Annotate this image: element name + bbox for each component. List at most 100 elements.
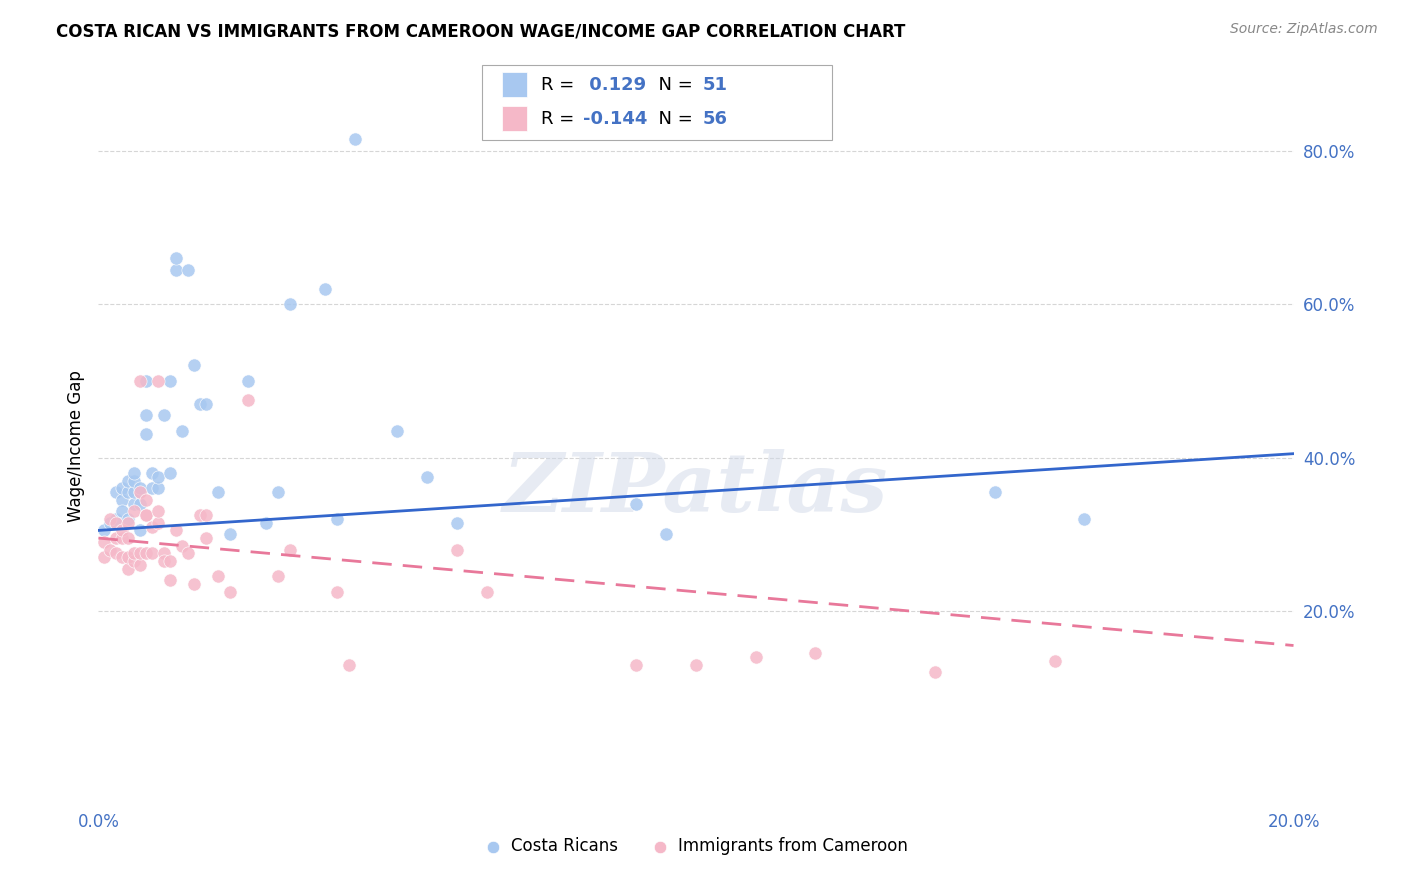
Point	[685, 657, 707, 672]
Point	[446, 542, 468, 557]
Text: R =: R =	[541, 110, 581, 128]
Point	[153, 409, 176, 423]
Point	[385, 424, 409, 438]
Point	[129, 374, 152, 388]
Point	[117, 562, 139, 576]
Point	[159, 374, 181, 388]
Point	[129, 485, 152, 500]
Point	[339, 657, 361, 672]
Point	[111, 531, 134, 545]
Point	[172, 539, 194, 553]
Point	[1043, 654, 1066, 668]
Point	[111, 504, 134, 518]
Point	[165, 524, 187, 538]
Text: N =: N =	[647, 76, 699, 94]
Text: N =: N =	[647, 110, 699, 128]
Point	[135, 409, 157, 423]
Point	[195, 531, 218, 545]
Point	[117, 485, 139, 500]
Point	[267, 485, 290, 500]
Point	[124, 504, 146, 518]
Point	[141, 466, 163, 480]
Point	[148, 516, 170, 530]
Point	[135, 546, 157, 560]
Point	[1073, 512, 1095, 526]
Point	[117, 531, 139, 545]
Point	[153, 554, 176, 568]
Point	[93, 535, 115, 549]
Point	[177, 262, 200, 277]
Point	[135, 508, 157, 522]
Point	[188, 508, 211, 522]
Legend: Costa Ricans, Immigrants from Cameroon: Costa Ricans, Immigrants from Cameroon	[484, 837, 908, 855]
Point	[267, 569, 290, 583]
Point	[254, 516, 277, 530]
Point	[124, 497, 146, 511]
Point	[207, 569, 229, 583]
Text: 56: 56	[703, 110, 728, 128]
Point	[135, 492, 157, 507]
Point	[416, 469, 439, 483]
Point	[93, 524, 115, 538]
Point	[148, 481, 170, 495]
Point	[124, 474, 146, 488]
Point	[745, 650, 768, 665]
Point	[655, 527, 678, 541]
Point	[159, 466, 181, 480]
Point	[924, 665, 946, 680]
Point	[236, 392, 259, 407]
Text: 0.129: 0.129	[583, 76, 647, 94]
Point	[105, 546, 128, 560]
Point	[105, 531, 128, 545]
Text: -0.144: -0.144	[583, 110, 648, 128]
Point	[141, 481, 163, 495]
Point	[207, 485, 229, 500]
Point	[626, 657, 648, 672]
Point	[804, 646, 827, 660]
Point	[129, 481, 152, 495]
Point	[183, 577, 205, 591]
Point	[159, 574, 181, 588]
Point	[129, 497, 152, 511]
Text: R =: R =	[541, 76, 581, 94]
Point	[111, 492, 134, 507]
Point	[984, 485, 1007, 500]
Point	[98, 512, 122, 526]
Point	[195, 397, 218, 411]
Point	[117, 516, 139, 530]
Point	[236, 374, 259, 388]
Point	[105, 516, 128, 530]
Point	[278, 297, 301, 311]
Point	[177, 546, 200, 560]
Point	[129, 524, 152, 538]
Point	[219, 527, 242, 541]
Point	[117, 474, 139, 488]
Point	[141, 519, 163, 533]
Point	[111, 524, 134, 538]
Point	[124, 485, 146, 500]
Point	[135, 374, 157, 388]
Point	[626, 497, 648, 511]
Point	[124, 554, 146, 568]
Point	[117, 512, 139, 526]
Point	[98, 516, 122, 530]
Point	[124, 466, 146, 480]
Point	[111, 481, 134, 495]
Point	[111, 550, 134, 565]
Point	[183, 359, 205, 373]
Point	[165, 251, 187, 265]
Text: Source: ZipAtlas.com: Source: ZipAtlas.com	[1230, 22, 1378, 37]
Point	[124, 546, 146, 560]
Point	[344, 132, 367, 146]
Point	[165, 262, 187, 277]
Point	[98, 542, 122, 557]
Point	[105, 485, 128, 500]
Point	[188, 397, 211, 411]
Point	[326, 512, 349, 526]
Point	[141, 546, 163, 560]
Point	[315, 282, 337, 296]
Point	[278, 542, 301, 557]
Point	[148, 469, 170, 483]
Point	[159, 554, 181, 568]
Point	[153, 546, 176, 560]
